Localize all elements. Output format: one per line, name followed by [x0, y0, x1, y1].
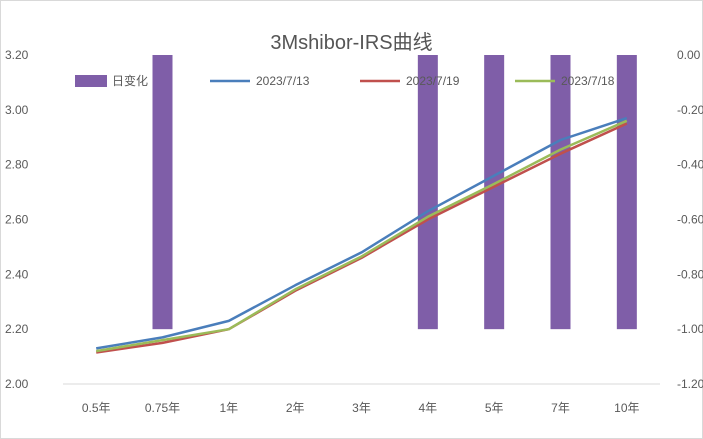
y-right-tick-label: -0.20	[677, 103, 703, 117]
chart-title: 3Mshibor-IRS曲线	[270, 32, 433, 54]
legend-swatch	[75, 75, 107, 87]
legend-label: 2023/7/18	[561, 74, 615, 88]
series-line	[95, 119, 628, 353]
y-right-tick-label: -0.80	[677, 267, 703, 281]
x-tick-label: 0.5年	[82, 401, 111, 415]
x-tick-label: 3年	[352, 401, 371, 415]
bar-series	[152, 55, 637, 330]
y-right-tick-label: 0.00	[677, 48, 701, 62]
y-right-tick-label: -1.00	[677, 322, 703, 336]
chart-axes: 2.00 2.20 2.40 2.60 2.80 3.00 3.20 -1.20 -1.00 -0…	[5, 48, 703, 415]
y-right-tick-label: -0.60	[677, 213, 703, 227]
legend-label: 日变化	[112, 73, 148, 88]
x-tick-label: 5年	[485, 401, 504, 415]
bar	[550, 55, 571, 330]
chart-legend: 日变化 2023/7/13 2023/7/19 2023/7/18	[75, 73, 615, 88]
legend-label: 2023/7/19	[406, 74, 460, 88]
x-tick-label: 0.75年	[145, 401, 180, 415]
y-left-tick-label: 2.40	[5, 267, 29, 281]
x-tick-label: 10年	[614, 401, 639, 415]
y-right-tick-label: -1.20	[677, 377, 703, 391]
bar	[616, 55, 637, 330]
y-right-tick-label: -0.40	[677, 158, 703, 172]
x-tick-label: 2年	[286, 401, 305, 415]
bar	[417, 55, 438, 330]
legend-label: 2023/7/13	[256, 74, 310, 88]
y-left-tick-label: 3.00	[5, 103, 29, 117]
series-line	[95, 116, 628, 350]
x-tick-label: 7年	[551, 401, 570, 415]
y-left-tick-label: 2.60	[5, 213, 29, 227]
x-tick-label: 1年	[219, 401, 238, 415]
line-series	[95, 116, 628, 354]
y-left-tick-label: 2.00	[5, 377, 29, 391]
y-left-tick-label: 2.20	[5, 322, 29, 336]
y-left-tick-label: 3.20	[5, 48, 29, 62]
x-tick-label: 4年	[418, 401, 437, 415]
series-line	[96, 122, 628, 354]
bar	[152, 55, 173, 330]
bar	[484, 55, 505, 330]
y-left-tick-label: 2.80	[5, 158, 29, 172]
